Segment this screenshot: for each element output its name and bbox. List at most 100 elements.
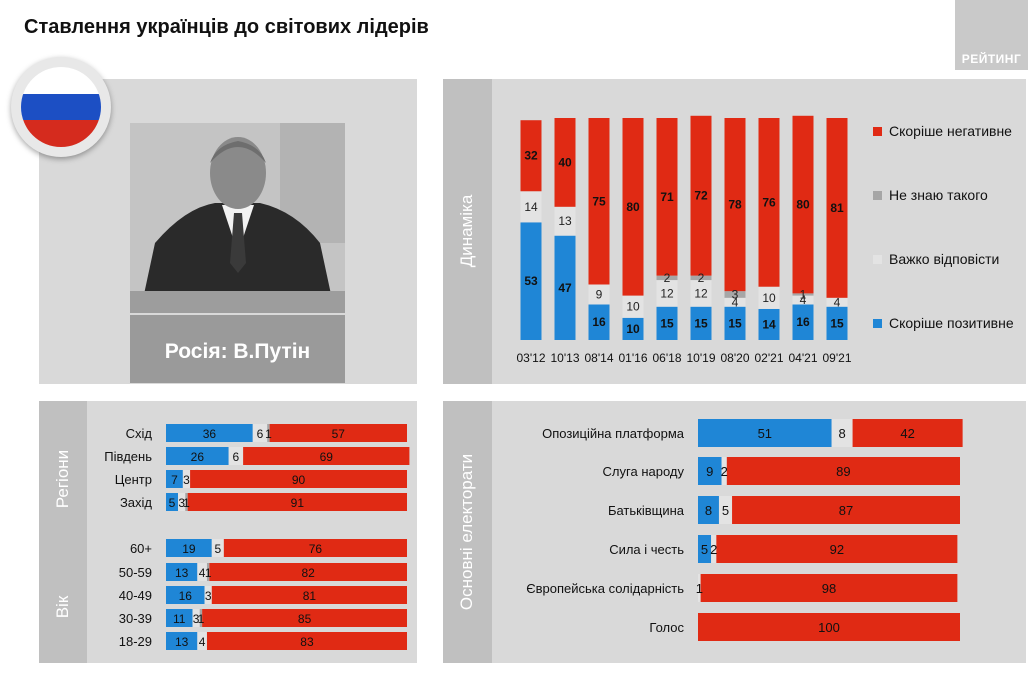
electorate-bar-negative-4 <box>700 574 958 602</box>
dyn-bar-hard_to_say-1 <box>554 206 576 236</box>
age-bar-negative-4 <box>206 632 407 650</box>
electorate-value-negative-0: 42 <box>900 426 914 441</box>
electorate-value-negative-1: 89 <box>836 464 850 479</box>
age-value-dont_know-1: 1 <box>205 566 212 580</box>
region-value-positive-2: 7 <box>171 473 178 487</box>
dyn-legend-label-dont_know: Не знаю такого <box>889 187 988 203</box>
dyn-bar-negative-5 <box>690 115 712 276</box>
age-value-hard_to_say-4: 4 <box>199 635 206 649</box>
age-value-negative-1: 82 <box>302 566 316 580</box>
electorate-value-positive-1: 9 <box>706 464 713 479</box>
region-bar-positive-2 <box>166 470 183 488</box>
dyn-bar-positive-8 <box>792 304 814 340</box>
electorate-bar-hard_to_say-0 <box>831 419 853 447</box>
electorate-bar-hard_to_say-1 <box>721 457 727 485</box>
dyn-value-negative-3: 80 <box>626 200 640 214</box>
dyn-value-dont_know-5: 2 <box>698 271 705 285</box>
dyn-value-negative-8: 80 <box>796 198 810 212</box>
dyn-bar-negative-1 <box>554 118 576 207</box>
electorate-category-3: Сила і честь <box>609 542 684 557</box>
dyn-legend-label-positive: Скоріше позитивне <box>889 315 1014 331</box>
electorate-strip: Основні електорати <box>443 401 492 663</box>
dyn-value-hard_to_say-1: 13 <box>558 214 572 228</box>
age-category-0: 60+ <box>130 541 152 556</box>
dyn-bar-negative-2 <box>588 118 610 285</box>
region-bar-negative-1 <box>243 447 410 465</box>
electorate-bar-hard_to_say-2 <box>718 496 733 524</box>
dyn-legend-label-negative: Скоріше негативне <box>889 123 1012 139</box>
dyn-value-negative-5: 72 <box>694 189 708 203</box>
electorate-bar-negative-2 <box>732 496 960 524</box>
age-bar-hard_to_say-4 <box>197 632 207 650</box>
russia-flag-icon <box>11 57 111 157</box>
electorate-value-negative-4: 98 <box>822 581 836 596</box>
dyn-bar-positive-9 <box>826 306 848 340</box>
dyn-value-hard_to_say-6: 4 <box>732 295 739 309</box>
dyn-bar-dont_know-5 <box>690 275 712 281</box>
age-value-negative-3: 85 <box>298 612 312 626</box>
region-bar-positive-3 <box>166 493 179 511</box>
dyn-value-hard_to_say-2: 9 <box>596 287 603 301</box>
age-bar-positive-1 <box>166 563 198 581</box>
leader-caption: Росія: В.Путін <box>164 340 311 363</box>
region-value-negative-1: 69 <box>320 450 334 464</box>
dyn-bar-positive-6 <box>724 306 746 340</box>
region-value-negative-2: 90 <box>292 473 306 487</box>
dyn-legend-label-hard_to_say: Важко відповісти <box>889 251 999 267</box>
dyn-legend-swatch-hard_to_say <box>873 255 882 264</box>
dyn-value-hard_to_say-8: 4 <box>800 293 807 307</box>
dyn-tick-5: 10'19 <box>687 351 716 365</box>
age-value-positive-3: 11 <box>173 612 186 626</box>
age-bar-hard_to_say-0 <box>211 539 224 557</box>
region-value-hard_to_say-0: 6 <box>257 427 264 441</box>
electorate-value-hard_to_say-3: 2 <box>710 542 717 557</box>
dyn-bar-negative-4 <box>656 118 678 276</box>
dyn-bar-negative-9 <box>826 118 848 298</box>
page-title: Ставлення українців до світових лідерів <box>24 16 429 38</box>
dyn-bar-negative-7 <box>758 118 780 287</box>
electorate-value-negative-2: 87 <box>839 503 853 518</box>
age-bar-positive-0 <box>166 539 212 557</box>
region-bar-hard_to_say-2 <box>182 470 191 488</box>
electorate-bar-positive-0 <box>698 419 832 447</box>
age-value-hard_to_say-2: 3 <box>205 589 212 603</box>
dyn-value-negative-0: 32 <box>524 149 538 163</box>
region-category-0: Схід <box>126 426 153 441</box>
dyn-value-positive-3: 10 <box>626 322 640 336</box>
dyn-bar-negative-0 <box>520 120 542 192</box>
dyn-value-positive-9: 15 <box>830 316 844 330</box>
brand-logo-text: РЕЙТИНГ <box>961 52 1022 66</box>
age-bar-dont_know-3 <box>199 609 203 627</box>
age-value-positive-2: 16 <box>179 589 193 603</box>
age-bar-hard_to_say-3 <box>192 609 200 627</box>
dyn-bar-positive-4 <box>656 306 678 340</box>
dyn-value-dont_know-6: 3 <box>732 287 739 301</box>
dyn-value-dont_know-4: 2 <box>664 271 671 285</box>
age-bar-dont_know-1 <box>206 563 210 581</box>
region-value-positive-0: 36 <box>203 427 217 441</box>
demographics-strip: Регіони Вік <box>39 401 87 663</box>
age-value-hard_to_say-0: 5 <box>214 542 221 556</box>
dyn-legend-swatch-positive <box>873 319 882 328</box>
region-bar-hard_to_say-3 <box>178 493 186 511</box>
age-category-1: 50-59 <box>119 565 152 580</box>
electorate-bar-positive-2 <box>698 496 719 524</box>
dyn-tick-6: 08'20 <box>721 351 750 365</box>
dyn-tick-0: 03'12 <box>517 351 546 365</box>
electorate-bar-negative-0 <box>852 419 963 447</box>
electorate-value-hard_to_say-4: 1 <box>696 581 703 596</box>
electorate-bar-positive-1 <box>698 457 722 485</box>
region-category-2: Центр <box>115 472 152 487</box>
electorate-value-positive-2: 8 <box>705 503 712 518</box>
dyn-value-hard_to_say-7: 10 <box>762 291 776 305</box>
dyn-tick-9: 09'21 <box>823 351 852 365</box>
electorate-value-hard_to_say-0: 8 <box>838 426 845 441</box>
electorate-bar-hard_to_say-4 <box>698 574 701 602</box>
electorate-category-2: Батьківщина <box>608 503 685 518</box>
electorate-value-negative-3: 92 <box>830 542 844 557</box>
dyn-tick-1: 10'13 <box>551 351 580 365</box>
age-category-3: 30-39 <box>119 611 152 626</box>
region-bar-negative-2 <box>190 470 407 488</box>
